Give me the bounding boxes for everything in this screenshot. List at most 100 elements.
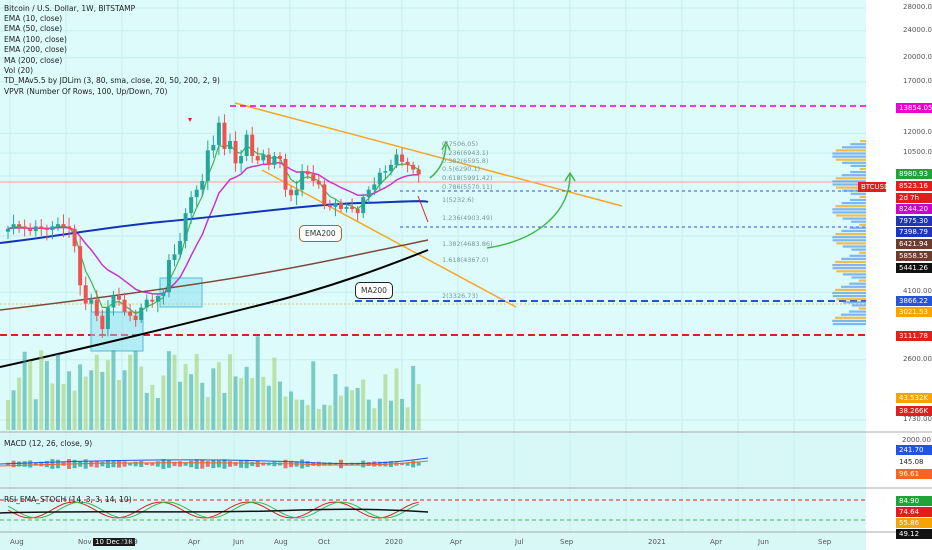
- rsi-line: [7, 501, 419, 519]
- macd-bar: [100, 461, 105, 467]
- candle-body: [388, 164, 393, 172]
- vpvr-bar: [859, 195, 866, 198]
- candle-body: [78, 246, 83, 286]
- volume-bar: [233, 376, 238, 430]
- price-axis-label: 24000.00: [903, 25, 932, 34]
- macd-bar: [266, 462, 271, 466]
- volume-bar: [111, 350, 116, 430]
- macd-bar: [178, 461, 183, 467]
- volume-bar: [200, 382, 205, 430]
- vpvr-bar: [859, 251, 866, 254]
- candle-body: [266, 154, 271, 165]
- legend-indicator: EMA (50, close): [4, 24, 63, 34]
- volume-bar: [39, 350, 44, 430]
- macd-bar: [416, 462, 421, 466]
- price-tag: 7398.79: [896, 227, 932, 237]
- price-tag: 7975.30: [896, 216, 932, 226]
- candle-body: [128, 311, 133, 316]
- vpvr-bar: [841, 146, 866, 149]
- rsi-main: [0, 508, 429, 514]
- candle-body: [411, 164, 416, 170]
- macd-bar: [111, 460, 116, 468]
- macd-bar: [194, 459, 199, 469]
- candle-body: [361, 197, 366, 214]
- volume-bar: [61, 383, 66, 430]
- vpvr-bar: [859, 167, 866, 171]
- volume-bar: [33, 399, 38, 430]
- date-axis-label: Apr: [450, 538, 463, 546]
- volume-bar: [28, 360, 33, 430]
- volume-bar: [239, 378, 244, 430]
- candle-body: [294, 189, 299, 196]
- candle-body: [194, 189, 199, 198]
- macd-bar: [322, 462, 327, 466]
- volume-bar: [311, 361, 316, 430]
- vpvr-bar: [850, 192, 866, 195]
- fib-label: 1(5232.6): [442, 196, 474, 204]
- highlight-box: [159, 277, 203, 308]
- macd-bar: [17, 461, 22, 467]
- volume-bar: [333, 374, 338, 430]
- date-axis-label: Aug: [10, 538, 24, 546]
- candle-body: [311, 174, 316, 181]
- volume-bar: [327, 405, 332, 430]
- candle-body: [211, 144, 216, 151]
- macd-bar: [250, 461, 255, 467]
- vpvr-bar: [832, 208, 866, 211]
- candle-body: [6, 228, 10, 232]
- price-axis-label: 20000.00: [903, 52, 932, 61]
- vpvr-bar: [835, 177, 866, 180]
- vpvr-bar: [850, 164, 866, 167]
- volume-bar: [300, 399, 305, 430]
- price-axis-label: 2600.00: [903, 354, 932, 363]
- volume-bar: [405, 407, 410, 430]
- macd-bar: [166, 460, 171, 468]
- candle-body: [261, 154, 266, 161]
- volume-bar: [289, 391, 294, 430]
- candle-body: [22, 226, 27, 229]
- rsi-tag: 84.90: [896, 496, 932, 506]
- vpvr-bar: [851, 276, 866, 279]
- vpvr-bar: [836, 270, 866, 273]
- macd-bar: [244, 459, 249, 469]
- candle-body: [183, 213, 188, 241]
- volume-bar: [339, 395, 343, 430]
- macd-bar: [28, 460, 33, 468]
- vpvr-bar: [832, 267, 866, 270]
- price-tag: 3111.78: [896, 331, 932, 341]
- macd-bar: [161, 459, 166, 469]
- candle-body: [300, 171, 305, 190]
- volume-bar: [322, 404, 327, 430]
- macd-bar: [128, 462, 133, 466]
- vpvr-bar: [835, 233, 866, 236]
- macd-bar: [144, 462, 149, 466]
- fib-label: 0.382(6595.8): [442, 157, 488, 165]
- candle-body: [239, 155, 244, 164]
- macd-bar: [105, 459, 110, 469]
- volume-bar: [55, 354, 60, 430]
- volume-bar: [166, 351, 171, 430]
- volume-bar: [228, 354, 232, 430]
- candle-body: [344, 206, 349, 209]
- volume-bar: [67, 371, 72, 430]
- candle-body: [72, 228, 77, 247]
- volume-bar: [372, 408, 377, 430]
- rsi-title: RSI_EMA_STOCH (14, 3, 3, 14, 10): [4, 495, 132, 504]
- volume-bar: [11, 390, 16, 430]
- candle-body: [405, 161, 410, 165]
- vpvr-bar: [860, 140, 866, 143]
- volume-bar: [122, 370, 127, 430]
- date-axis-label: Oct: [318, 538, 331, 546]
- candle-body: [28, 228, 33, 232]
- macd-bar: [189, 460, 194, 468]
- macd-bar: [316, 461, 321, 467]
- vpvr-bar: [850, 143, 866, 146]
- volume-bar: [394, 368, 399, 430]
- macd-bar: [261, 462, 266, 466]
- macd-bar: [89, 461, 94, 467]
- volume-bar: [366, 399, 371, 430]
- macd-bar: [400, 462, 405, 466]
- fib-label: 0.618(5991.42): [442, 174, 493, 182]
- candle-body: [33, 226, 38, 232]
